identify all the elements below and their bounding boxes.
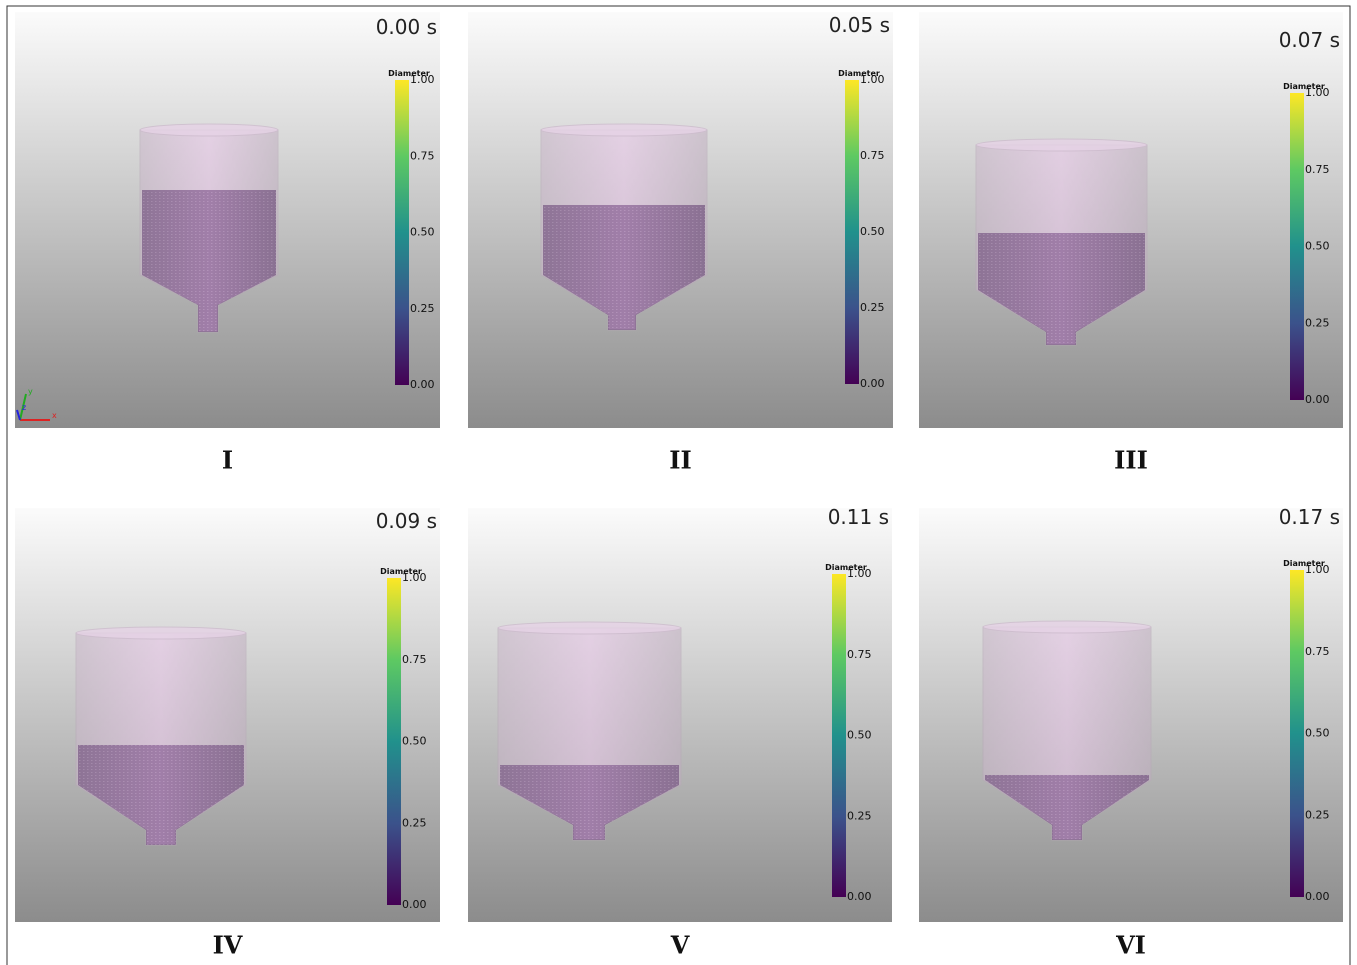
silo-top <box>976 139 1147 151</box>
colorbar-tick-label: 1.00 <box>1305 86 1330 99</box>
colorbar <box>1290 570 1304 897</box>
silo-top <box>983 621 1151 633</box>
colorbar <box>1290 93 1304 400</box>
colorbar-tick-label: 0.00 <box>847 890 872 903</box>
colorbar-tick-label: 1.00 <box>860 73 885 86</box>
colorbar-tick-label: 0.75 <box>402 653 427 666</box>
colorbar-tick-label: 0.25 <box>1305 808 1330 821</box>
panel-caption: V <box>670 931 690 960</box>
colorbar-tick-label: 0.75 <box>847 648 872 661</box>
panel-caption: VI <box>1115 931 1146 960</box>
colorbar-tick-label: 0.00 <box>860 377 885 390</box>
colorbar-tick-label: 0.25 <box>410 302 435 315</box>
colorbar-tick-label: 0.25 <box>847 809 872 822</box>
colorbar-tick-label: 0.50 <box>1305 240 1330 253</box>
colorbar-tick-label: 1.00 <box>1305 563 1330 576</box>
time-label: 0.07 s <box>1279 28 1340 52</box>
page: Diameter1.000.750.500.250.000.00 sIDiame… <box>0 0 1357 965</box>
colorbar-tick-label: 0.75 <box>1305 163 1330 176</box>
time-label: 0.09 s <box>376 509 437 533</box>
colorbar-tick-label: 1.00 <box>410 73 435 86</box>
time-label: 0.17 s <box>1279 505 1340 529</box>
colorbar-tick-label: 0.25 <box>860 301 885 314</box>
colorbar-tick-label: 0.50 <box>860 225 885 238</box>
silo-top <box>76 627 246 639</box>
time-label: 0.00 s <box>376 15 437 39</box>
silo-top <box>140 124 278 136</box>
colorbar <box>845 80 859 384</box>
colorbar-tick-label: 0.00 <box>402 898 427 911</box>
time-label: 0.11 s <box>828 505 889 529</box>
panel-caption: IV <box>213 931 243 960</box>
panel-caption: I <box>222 446 233 475</box>
colorbar-tick-label: 0.00 <box>1305 890 1330 903</box>
figure: Diameter1.000.750.500.250.000.00 sIDiame… <box>0 0 1357 965</box>
colorbar-tick-label: 0.25 <box>1305 316 1330 329</box>
colorbar-tick-label: 0.50 <box>1305 727 1330 740</box>
colorbar-tick-label: 0.50 <box>847 729 872 742</box>
colorbar <box>387 578 401 905</box>
panel-caption: III <box>1114 446 1148 475</box>
axis-x-label: x <box>52 411 57 420</box>
panel-caption: II <box>669 446 691 475</box>
silo-top <box>541 124 707 136</box>
colorbar <box>395 80 409 385</box>
time-label: 0.05 s <box>829 13 890 37</box>
colorbar-tick-label: 0.75 <box>1305 645 1330 658</box>
axis-z-label: z <box>22 403 26 412</box>
colorbar-tick-label: 0.50 <box>402 735 427 748</box>
silo-top <box>498 622 681 634</box>
colorbar-tick-label: 0.00 <box>410 378 435 391</box>
colorbar-tick-label: 1.00 <box>402 571 427 584</box>
colorbar <box>832 574 846 897</box>
axis-y-label: y <box>28 387 33 396</box>
colorbar-tick-label: 0.75 <box>410 149 435 162</box>
colorbar-tick-label: 1.00 <box>847 567 872 580</box>
colorbar-tick-label: 0.75 <box>860 149 885 162</box>
colorbar-tick-label: 0.00 <box>1305 393 1330 406</box>
colorbar-tick-label: 0.50 <box>410 226 435 239</box>
colorbar-tick-label: 0.25 <box>402 816 427 829</box>
